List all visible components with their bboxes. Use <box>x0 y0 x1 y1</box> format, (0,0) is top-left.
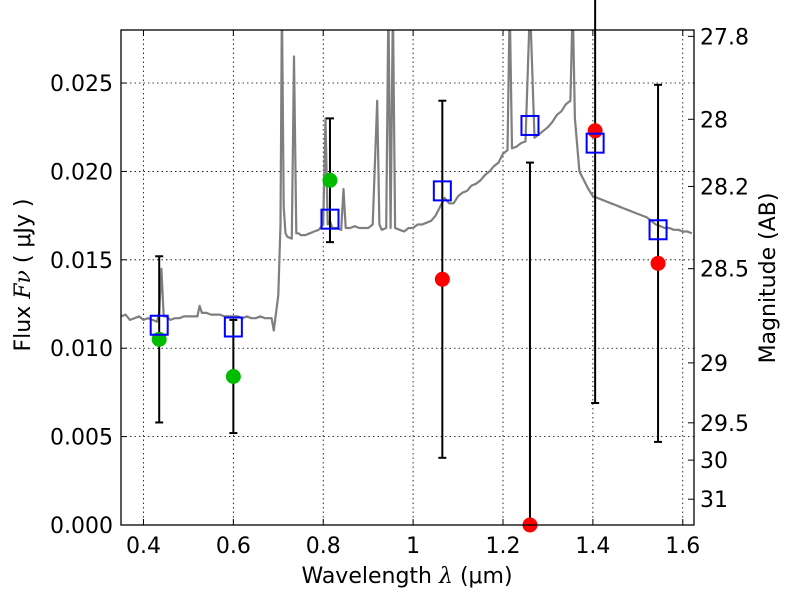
model-photometry-square <box>585 132 605 154</box>
y-tick-label: 0.000 <box>50 514 113 539</box>
x-tick-label: 1 <box>406 534 420 559</box>
y-tick-label: 0.025 <box>50 72 113 97</box>
x-tick-label: 1.4 <box>575 534 610 559</box>
detection-point <box>650 255 666 271</box>
plot-frame <box>120 29 695 526</box>
detection-point <box>225 369 241 384</box>
right-tick-label: 28.5 <box>700 258 749 283</box>
model-photometry-square <box>520 114 540 136</box>
x-tick-label: 0.8 <box>306 534 341 559</box>
right-tick-label: 31 <box>700 488 728 513</box>
y-tick-label: 0.020 <box>50 160 113 185</box>
right-tick-label: 27.8 <box>700 25 749 50</box>
model-photometry-square <box>648 219 668 241</box>
y-tick-label: 0.005 <box>50 426 113 451</box>
right-tick-label: 29.5 <box>700 412 749 437</box>
right-tick-label: 30 <box>700 449 728 474</box>
right-tick-label: 28 <box>700 108 728 133</box>
model-photometry-square <box>149 314 169 336</box>
x-axis-title: Wavelength λ (μm) <box>301 564 512 589</box>
right-tick-label: 29 <box>700 352 728 377</box>
right-axis-title: Magnitude (AB) <box>756 193 781 364</box>
x-axis-unit: (μm) <box>460 564 513 589</box>
detection-point <box>322 172 338 188</box>
model-photometry-square <box>320 208 340 230</box>
x-tick-label: 0.4 <box>126 534 161 559</box>
x-tick-label: 1.6 <box>665 534 700 559</box>
y-tick-label: 0.015 <box>50 249 113 274</box>
x-axis-symbol: λ <box>438 564 453 589</box>
y-axis-unit: ( μJy ) <box>11 198 36 263</box>
model-photometry-square <box>432 180 452 202</box>
sed-line <box>121 30 693 332</box>
x-tick-label: 0.6 <box>216 534 251 559</box>
plot-area <box>121 30 693 332</box>
grid-lines <box>121 30 694 526</box>
right-tick-label: 28.2 <box>700 175 749 200</box>
y-axis-title: Flux Fν ( μJy ) <box>11 198 36 351</box>
y-tick-label: 0.010 <box>50 337 113 362</box>
x-tick-label: 1.2 <box>486 534 521 559</box>
detection-point <box>587 123 603 139</box>
markers <box>149 0 668 533</box>
model-photometry-square <box>223 316 243 338</box>
y-axis-symbol: Fν <box>11 270 36 300</box>
detection-point <box>434 271 450 287</box>
ticks: 0.4 0.6 0.8 1 1.2 1.4 1.6 0.000 0.005 0.010 0.015 0… <box>50 25 749 559</box>
